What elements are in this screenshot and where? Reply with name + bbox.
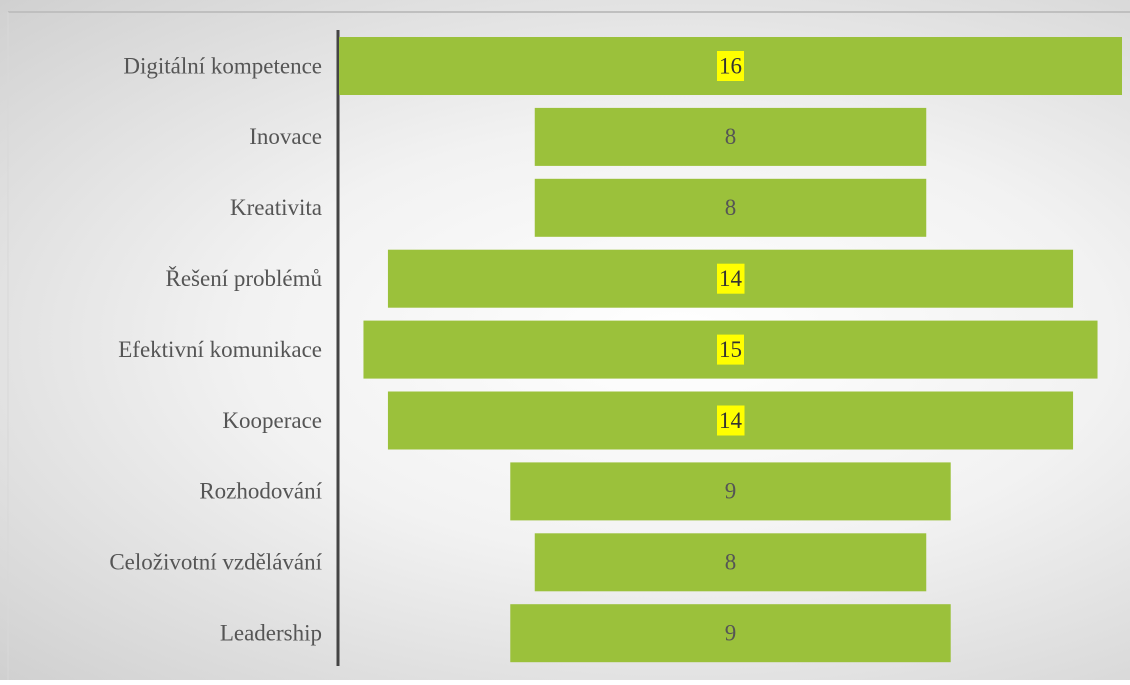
category-label: Kooperace [222, 408, 322, 433]
value-label: 8 [725, 550, 737, 575]
bar [510, 462, 951, 521]
value-label: 8 [725, 195, 737, 220]
label-highlight [717, 405, 745, 436]
bar [534, 178, 927, 237]
value-label: 9 [725, 620, 737, 645]
value-label: 15 [719, 337, 742, 362]
value-label: 9 [725, 479, 737, 504]
category-label: Efektivní komunikace [118, 337, 322, 362]
value-label: 8 [725, 124, 737, 149]
bar [510, 604, 951, 663]
value-label: 16 [719, 53, 742, 78]
category-label: Digitální kompetence [123, 53, 322, 78]
label-highlight [717, 334, 744, 365]
label-highlight [717, 263, 745, 294]
category-label: Rozhodování [199, 479, 322, 504]
category-label: Kreativita [230, 195, 322, 220]
category-label: Leadership [220, 620, 322, 645]
bar [534, 533, 927, 592]
category-label: Řešení problémů [166, 266, 323, 291]
category-label: Inovace [249, 124, 322, 149]
value-label: 14 [719, 266, 743, 291]
value-label: 14 [719, 408, 743, 433]
category-label: Celoživotní vzdělávání [109, 550, 322, 575]
label-highlight [717, 51, 744, 81]
bar [534, 107, 927, 166]
